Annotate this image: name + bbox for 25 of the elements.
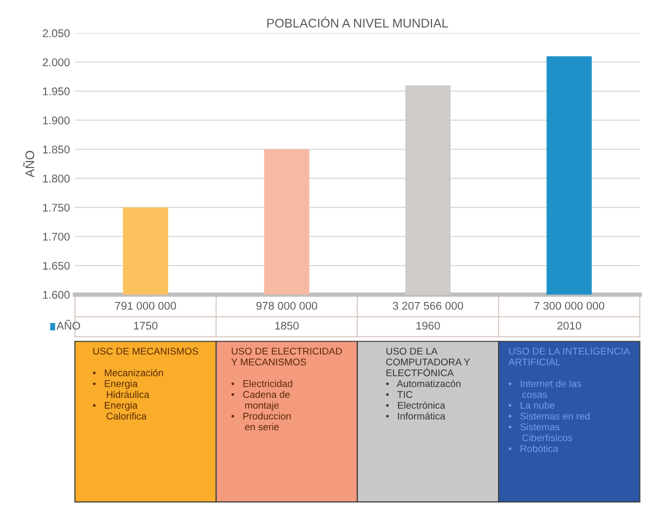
y-tick-label: 1.850 [43,146,70,154]
chart-title: POBLACIÓN A NIVEL MUNDIAL [267,16,448,28]
x-tick-label: 791 000 000 [115,302,176,310]
y-tick-label: 2.000 [42,58,70,66]
y-tick-label: 1.600 [43,290,70,299]
text: USO DE LA COMPUTADORA Y ELECTFÓNICA • Automatizacón • TIC • Electrónica • Informática [386,348,470,420]
text: USC DE MECANISMOS • Mecanización • Energia Hidráulica • Energia Calorifica [92,348,198,420]
x-tick-label: 7 300 000 000 [534,302,604,310]
y-tick-label: 1.950 [43,87,70,96]
y-tick-label: 2.050 [42,29,70,38]
data-label: 1960 [416,322,440,330]
data-label: 1750 [134,322,158,330]
x-tick-label: 978 000 000 [256,302,318,310]
legend-label: AÑO [56,320,80,330]
text: USO DE LA INTELIGENCIA ARTIFICIAL • Internet de las cosas • La nube • Sistemas en red • Sistemas Ciberfísicos • Robótica [508,348,630,452]
data-label: 2010 [557,322,582,330]
y-tick-label: 1.750 [43,204,70,212]
x-tick-label: 3 207 566 000 [392,302,464,310]
text: USO DE ELECTRICIDAD Y MECANISMOS • Electricidad • Cadena de montaje • Produccion en serie [231,348,342,430]
y-tick-label: 1.650 [43,262,70,270]
data-label: 1850 [275,322,299,330]
y-tick-label: 1.700 [43,232,70,241]
y-tick-label: 1.800 [43,174,70,182]
y-tick-label: 1.900 [43,116,70,124]
y-axis-title: AÑO [23,150,34,178]
